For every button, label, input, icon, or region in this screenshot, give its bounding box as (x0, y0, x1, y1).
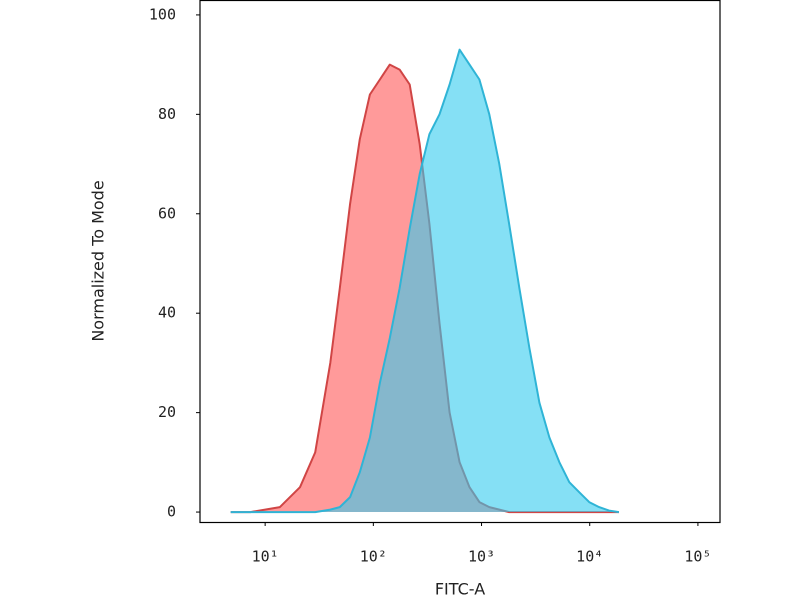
x-tick-label: 10¹ (252, 548, 279, 566)
x-tick-label: 10⁵ (684, 548, 711, 566)
x-tick-label: 10⁴ (576, 548, 603, 566)
y-tick-label: 60 (158, 204, 176, 222)
series-line (230, 48, 620, 514)
plot-frame (199, 0, 721, 524)
y-axis-title: Normalized To Mode (89, 180, 108, 341)
x-axis-title: FITC-A (435, 580, 485, 599)
y-tick-label: 20 (158, 403, 176, 421)
x-tick-label: 10³ (468, 548, 495, 566)
series-area (230, 49, 619, 513)
y-tick-label: 40 (158, 304, 176, 322)
x-tick-label: 10² (360, 548, 387, 566)
y-tick-label: 100 (149, 5, 176, 23)
y-tick-label: 0 (167, 503, 176, 521)
y-tick-label: 80 (158, 105, 176, 123)
